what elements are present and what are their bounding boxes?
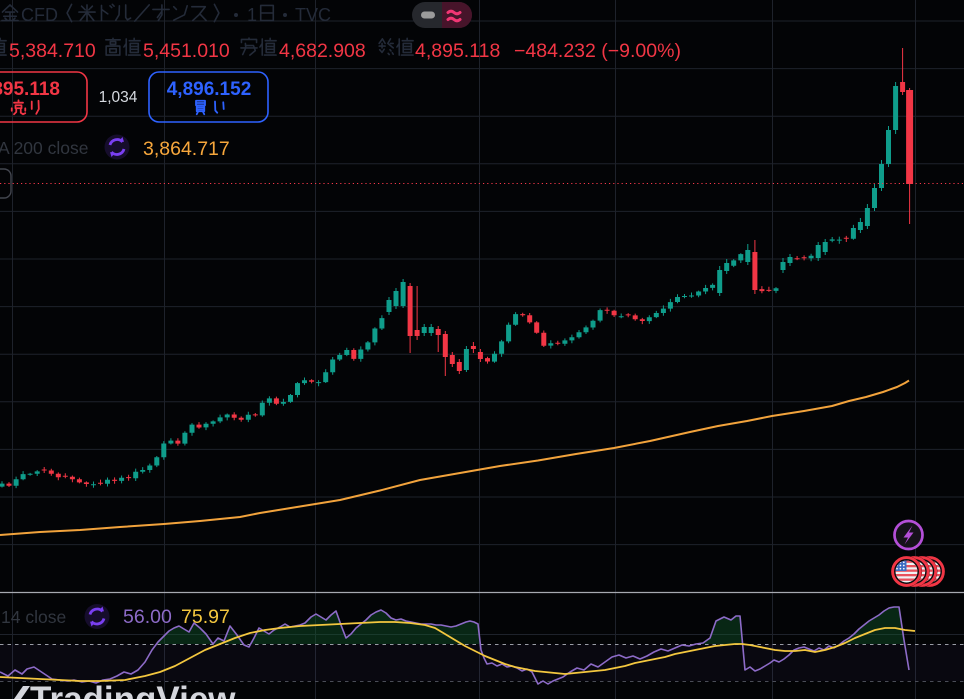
svg-text:A 200 close: A 200 close [0,138,88,158]
svg-text:−484.232 (−9.00%): −484.232 (−9.00%) [514,40,681,62]
svg-text:4,895.118: 4,895.118 [415,40,500,62]
svg-text:1: 1 [247,5,257,25]
svg-text:14 close: 14 close [1,607,66,627]
svg-text:5,451.010: 5,451.010 [143,40,230,62]
svg-text:3,864.717: 3,864.717 [143,138,230,160]
svg-text:75.97: 75.97 [181,606,230,628]
svg-text:4,682.908: 4,682.908 [279,40,366,62]
svg-text:CFD: CFD [21,5,58,25]
svg-text:56.00: 56.00 [123,606,172,628]
svg-text:TVC: TVC [295,5,331,25]
svg-text:1,034: 1,034 [99,89,138,106]
svg-text:5,384.710: 5,384.710 [9,40,96,62]
svg-text:4,896.152: 4,896.152 [167,79,252,100]
svg-text:TradingView: TradingView [30,680,236,699]
svg-text:895.118: 895.118 [0,79,60,100]
